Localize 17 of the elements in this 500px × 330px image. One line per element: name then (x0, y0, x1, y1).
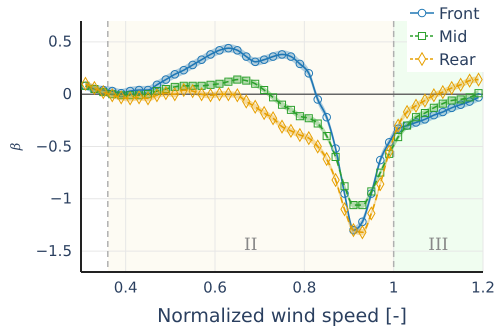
y-tick-label: −1.5 (36, 242, 72, 260)
legend-label: Rear (439, 50, 476, 69)
x-axis-title: Normalized wind speed [-] (157, 305, 407, 327)
x-tick-label: 1.2 (471, 278, 495, 297)
x-tick-label: 0.6 (203, 278, 227, 297)
band-label: III (428, 235, 448, 256)
legend-label: Mid (439, 27, 468, 46)
band-label: II (244, 235, 258, 256)
y-tick-label: −1 (50, 190, 72, 208)
y-tick-label: 0.5 (48, 32, 72, 51)
x-tick-label: 0.4 (114, 278, 138, 297)
x-tick-label: 0.8 (292, 278, 316, 297)
x-tick-label: 1 (388, 278, 398, 297)
y-tick-label: −0.5 (36, 137, 72, 156)
y-axis-title: β (9, 142, 24, 152)
y-tick-label: 0 (62, 85, 72, 104)
legend-label: Front (439, 4, 480, 23)
